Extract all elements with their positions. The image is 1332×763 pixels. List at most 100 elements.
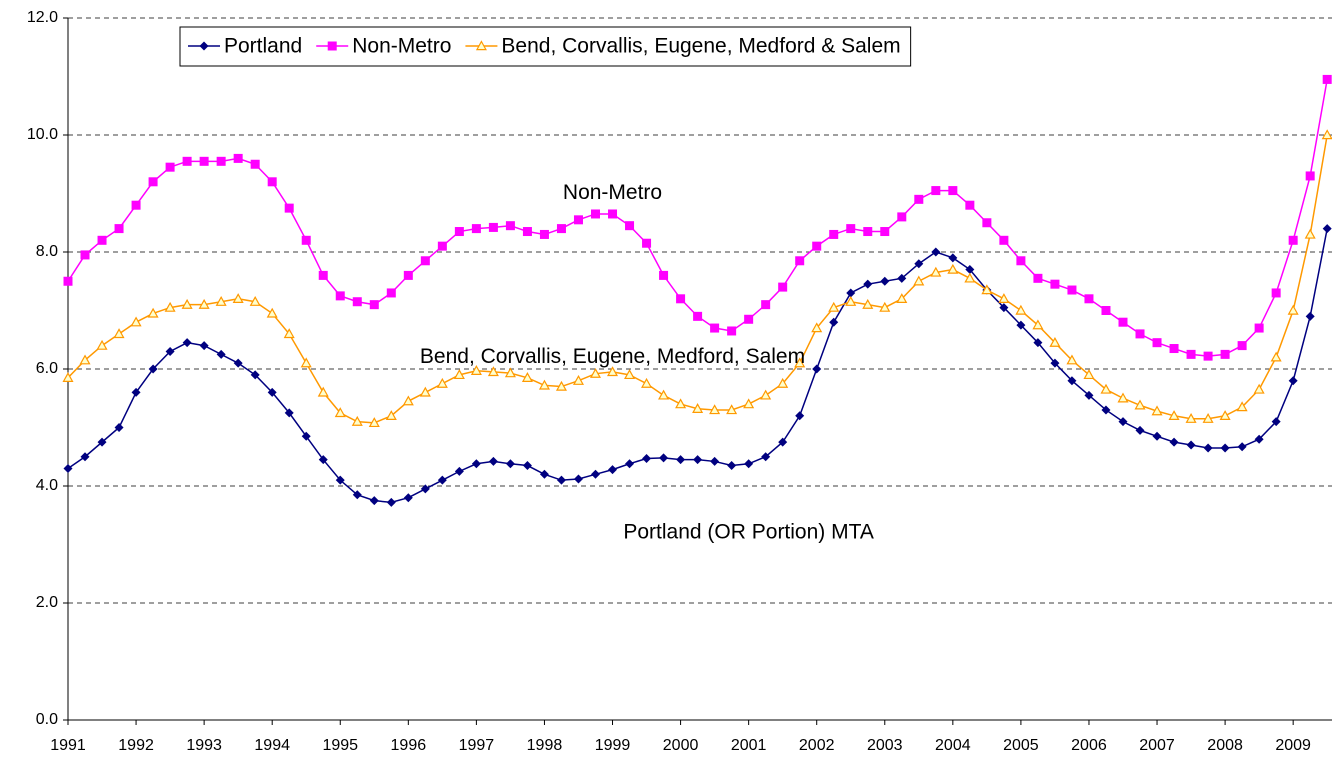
- marker: [710, 324, 719, 333]
- marker: [608, 465, 617, 474]
- marker: [115, 224, 124, 233]
- marker: [693, 312, 702, 321]
- marker: [744, 459, 753, 468]
- x-tick-label: 2005: [1003, 737, 1039, 754]
- marker: [370, 496, 379, 505]
- legend-label: Bend, Corvallis, Eugene, Medford & Salem: [501, 35, 900, 58]
- marker: [455, 227, 464, 236]
- marker: [1255, 324, 1264, 333]
- marker: [98, 341, 107, 349]
- marker: [1187, 441, 1196, 450]
- marker: [472, 224, 481, 233]
- marker: [982, 218, 991, 227]
- marker: [421, 388, 430, 396]
- x-tick-label: 1999: [595, 737, 631, 754]
- marker: [829, 230, 838, 239]
- chart: 0.02.04.06.08.010.012.019911992199319941…: [0, 0, 1332, 763]
- marker: [268, 177, 277, 186]
- x-tick-label: 1993: [186, 737, 222, 754]
- marker: [625, 221, 634, 230]
- series: [64, 75, 1332, 361]
- marker: [1033, 274, 1042, 283]
- marker: [659, 453, 668, 462]
- marker: [931, 186, 940, 195]
- marker: [217, 350, 226, 359]
- marker: [1170, 344, 1179, 353]
- marker: [914, 195, 923, 204]
- x-tick-label: 1996: [391, 737, 427, 754]
- marker: [1153, 432, 1162, 441]
- marker: [761, 300, 770, 309]
- legend: Portland Non-Metro Bend, Corvallis, Eugene…: [180, 27, 911, 66]
- y-tick-label: 2.0: [36, 594, 58, 611]
- marker: [540, 470, 549, 479]
- marker: [217, 157, 226, 166]
- marker: [302, 359, 311, 367]
- marker: [999, 236, 1008, 245]
- marker: [778, 283, 787, 292]
- marker: [1289, 236, 1298, 245]
- y-tick-label: 4.0: [36, 477, 58, 494]
- marker: [1255, 385, 1264, 393]
- y-tick-label: 6.0: [36, 360, 58, 377]
- marker: [438, 379, 447, 387]
- marker: [1170, 438, 1179, 447]
- marker: [251, 160, 260, 169]
- marker: [676, 455, 685, 464]
- marker: [438, 476, 447, 485]
- marker: [659, 391, 668, 399]
- marker: [931, 248, 940, 257]
- series: [64, 131, 1332, 427]
- marker: [897, 212, 906, 221]
- marker: [557, 476, 566, 485]
- marker: [1119, 417, 1128, 426]
- y-tick-label: 12.0: [27, 9, 58, 26]
- marker: [1136, 401, 1145, 409]
- line: [68, 135, 1327, 423]
- marker: [421, 256, 430, 265]
- marker: [370, 300, 379, 309]
- x-tick-label: 2006: [1071, 737, 1107, 754]
- annotation: Bend, Corvallis, Eugene, Medford, Salem: [420, 345, 805, 368]
- x-tick-label: 1992: [118, 737, 154, 754]
- marker: [914, 277, 923, 285]
- marker: [200, 157, 209, 166]
- marker: [234, 359, 243, 368]
- marker: [302, 236, 311, 245]
- marker: [1204, 443, 1213, 452]
- marker: [285, 204, 294, 213]
- marker: [1136, 426, 1145, 435]
- marker: [1187, 350, 1196, 359]
- marker: [506, 221, 515, 230]
- legend-label: Portland: [224, 35, 302, 58]
- marker: [642, 239, 651, 248]
- marker: [693, 455, 702, 464]
- marker: [999, 294, 1008, 302]
- legend-marker: [328, 42, 337, 51]
- marker: [812, 365, 821, 374]
- marker: [574, 474, 583, 483]
- marker: [812, 242, 821, 251]
- marker: [132, 201, 141, 210]
- x-tick-label: 1995: [322, 737, 358, 754]
- marker: [353, 297, 362, 306]
- marker: [625, 459, 634, 468]
- marker: [1272, 288, 1281, 297]
- marker: [761, 391, 770, 399]
- annotation: Portland (OR Portion) MTA: [623, 520, 874, 543]
- marker: [64, 277, 73, 286]
- marker: [829, 318, 838, 327]
- marker: [642, 454, 651, 463]
- marker: [965, 274, 974, 282]
- marker: [880, 277, 889, 286]
- marker: [1306, 230, 1315, 238]
- marker: [183, 338, 192, 347]
- marker: [1221, 443, 1230, 452]
- marker: [64, 464, 73, 473]
- marker: [880, 227, 889, 236]
- marker: [404, 493, 413, 502]
- x-tick-label: 1998: [527, 737, 563, 754]
- marker: [863, 227, 872, 236]
- legend-label: Non-Metro: [352, 35, 451, 58]
- marker: [523, 461, 532, 470]
